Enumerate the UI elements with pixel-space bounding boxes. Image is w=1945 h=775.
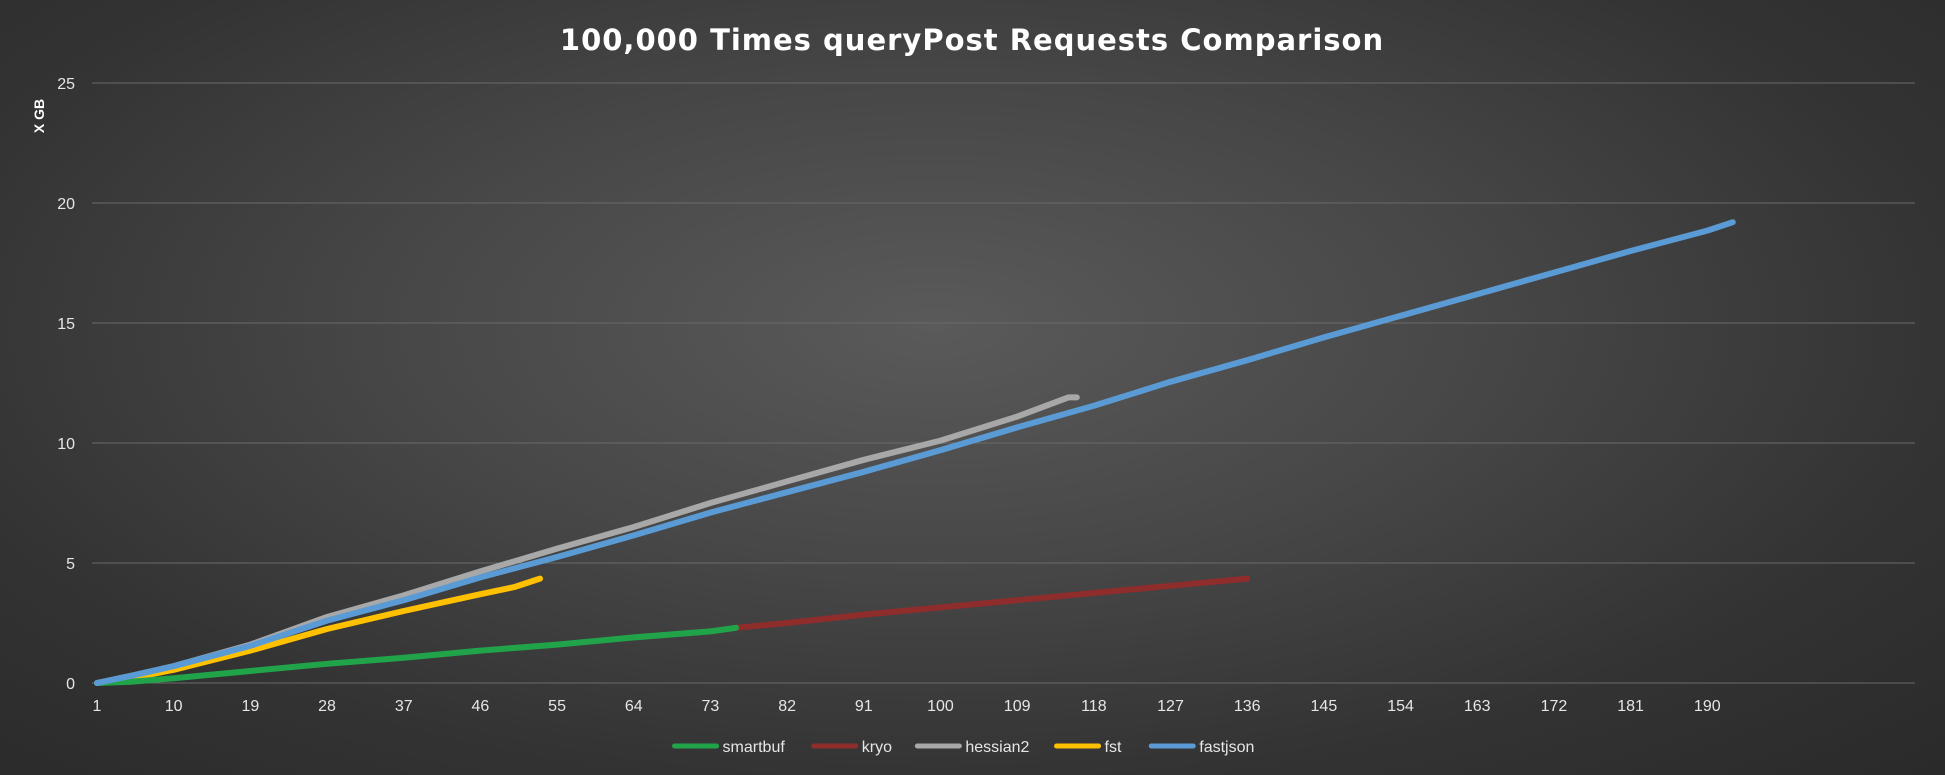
x-tick-label: 136 — [1234, 698, 1261, 715]
y-tick-label: 15 — [57, 316, 75, 333]
y-axis-ticks: 0 5 10 15 20 25 — [57, 76, 75, 693]
x-tick-label: 109 — [1004, 698, 1031, 715]
x-tick-label: 181 — [1617, 698, 1644, 715]
x-tick-label: 55 — [548, 698, 566, 715]
legend-item-fastjson: fastjson — [1148, 739, 1254, 756]
x-tick-label: 19 — [241, 698, 259, 715]
series-line-smartbuf — [94, 624, 739, 686]
legend-item-smartbuf: smartbuf — [672, 739, 786, 756]
legend-item-fst: fst — [1054, 739, 1122, 756]
y-axis-title: X GB — [31, 99, 47, 133]
x-tick-label: 1 — [93, 698, 102, 715]
x-tick-label: 10 — [165, 698, 183, 715]
x-tick-label: 73 — [702, 698, 720, 715]
y-tick-label: 5 — [66, 556, 75, 573]
y-tick-label: 10 — [57, 436, 75, 453]
x-tick-label: 172 — [1541, 698, 1568, 715]
x-tick-label: 190 — [1694, 698, 1721, 715]
x-axis-ticks: 1 10 19 28 37 46 55 64 73 82 91 100 109 118 127 136 145 1… — [93, 698, 1721, 715]
legend-label: fst — [1105, 739, 1122, 756]
x-tick-label: 118 — [1081, 698, 1107, 715]
x-tick-label: 46 — [472, 698, 490, 715]
x-tick-label: 145 — [1311, 698, 1338, 715]
gridlines — [92, 82, 1915, 684]
series-lines — [94, 219, 1736, 686]
legend-label: kryo — [862, 739, 892, 756]
x-tick-label: 28 — [318, 698, 336, 715]
y-tick-label: 0 — [66, 676, 75, 693]
legend-label: hessian2 — [965, 739, 1029, 756]
series-line-kryo — [733, 575, 1251, 631]
x-tick-label: 154 — [1387, 698, 1414, 715]
y-tick-label: 25 — [57, 76, 75, 93]
legend-label: smartbuf — [723, 739, 786, 756]
legend-label: fastjson — [1199, 739, 1254, 756]
x-tick-label: 37 — [395, 698, 413, 715]
x-tick-label: 64 — [625, 698, 643, 715]
series-line-fastjson — [94, 219, 1736, 686]
legend: smartbuf kryo hessian2 fst fastjson — [672, 739, 1254, 756]
y-tick-label: 20 — [57, 196, 75, 213]
chart-title: 100,000 Times queryPost Requests Compari… — [560, 23, 1384, 57]
x-tick-label: 91 — [855, 698, 873, 715]
x-tick-label: 127 — [1157, 698, 1184, 715]
x-tick-label: 163 — [1464, 698, 1491, 715]
x-tick-label: 82 — [778, 698, 796, 715]
legend-item-hessian2: hessian2 — [914, 739, 1029, 756]
x-tick-label: 100 — [927, 698, 954, 715]
legend-item-kryo: kryo — [811, 739, 892, 756]
